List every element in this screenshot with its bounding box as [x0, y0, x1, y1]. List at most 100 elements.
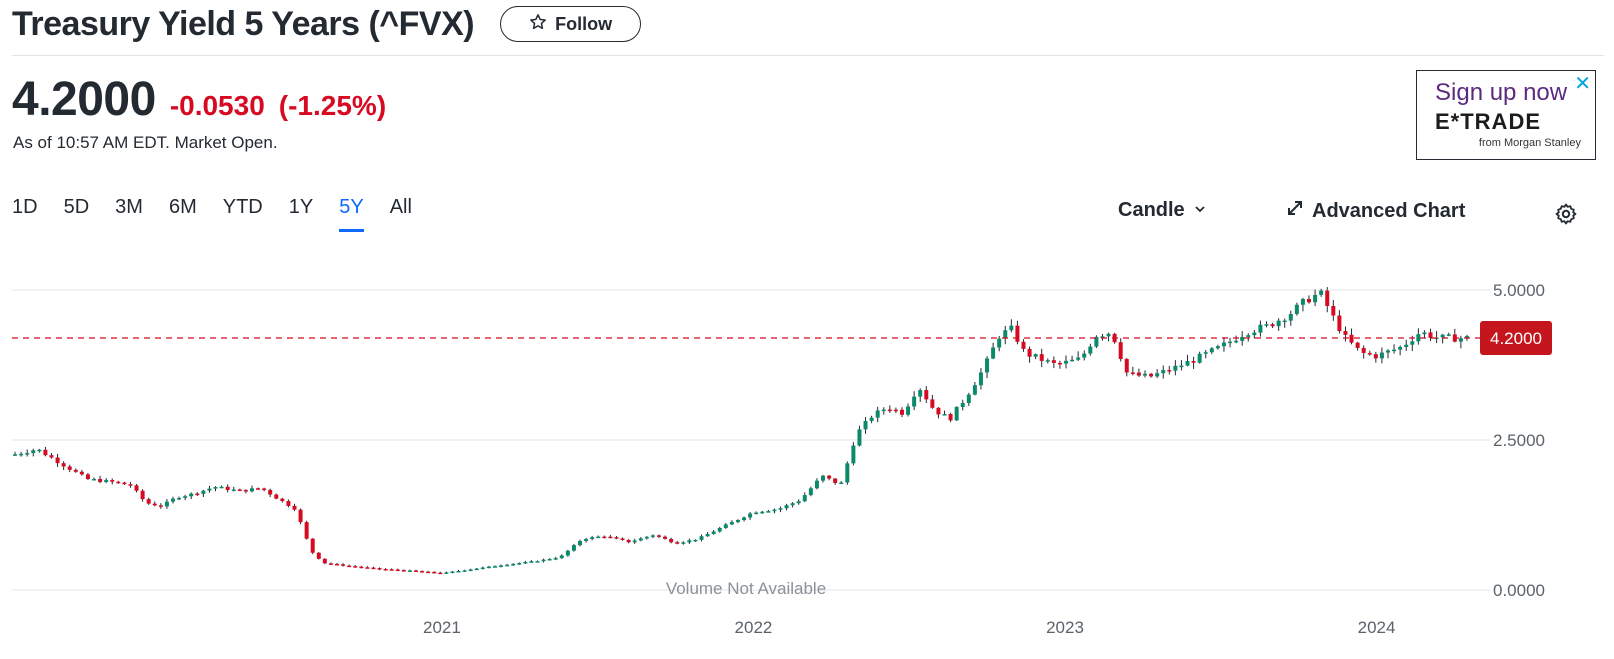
candle-body [1221, 342, 1226, 347]
candle-body [535, 561, 540, 563]
candle-body [456, 571, 461, 573]
candle-body [134, 485, 139, 491]
candle-body [1203, 352, 1208, 354]
candle-body [1349, 334, 1354, 343]
candle-body [742, 517, 747, 521]
volume-note: Volume Not Available [666, 579, 826, 598]
candle-body [492, 566, 497, 568]
star-icon [529, 13, 547, 36]
current-price-label: 4.2000 [1490, 329, 1542, 348]
candle-body [1082, 353, 1087, 358]
candle-body [407, 570, 412, 572]
candle-body [499, 565, 504, 568]
candle-body [906, 406, 911, 415]
candle-body [839, 482, 844, 484]
candle-body [444, 572, 449, 574]
candle-body [869, 417, 874, 421]
etrade-logo: E*TRADE [1435, 109, 1542, 134]
candle-body [614, 537, 619, 539]
candle-body [1136, 372, 1141, 376]
candle-body [748, 513, 753, 518]
candle-body [67, 466, 72, 470]
header: Treasury Yield 5 Years (^FVX) Follow [12, 0, 642, 48]
range-tab-5y[interactable]: 5Y [339, 196, 365, 232]
candle-body [1319, 290, 1324, 295]
candle-body [638, 538, 643, 541]
candle-body [596, 536, 601, 539]
candle-body [1209, 348, 1214, 353]
candle-body [1246, 335, 1251, 337]
candle-body [474, 568, 479, 571]
quote-summary: 4.2000 -0.0530 (-1.25%) [12, 72, 386, 127]
candle-body [207, 488, 212, 491]
candle-body [565, 550, 570, 556]
advanced-chart-label: Advanced Chart [1312, 199, 1466, 222]
range-tab-5d[interactable]: 5D [63, 196, 90, 218]
candle-body [1064, 360, 1069, 364]
candle-body [92, 478, 97, 481]
y-tick-label: 0.0000 [1493, 581, 1545, 600]
candle-body [462, 570, 467, 572]
candle-body [347, 565, 352, 568]
candle-body [1185, 361, 1190, 366]
candle-body [219, 486, 224, 489]
candle-body [177, 497, 182, 500]
candle-body [517, 563, 522, 565]
gear-icon[interactable] [1554, 202, 1578, 226]
candle-body [1027, 348, 1032, 357]
candle-body [1337, 315, 1342, 332]
candle-body [316, 552, 321, 559]
x-tick-label: 2021 [423, 618, 461, 637]
candle-body [881, 409, 886, 412]
candle-body [729, 522, 734, 525]
last-price: 4.2000 [12, 73, 156, 126]
candle-body [43, 449, 48, 456]
range-tab-all[interactable]: All [389, 196, 412, 218]
range-tab-ytd[interactable]: YTD [222, 196, 263, 218]
candle-body [875, 410, 880, 418]
current-price-tag [1480, 321, 1552, 355]
yield-chart[interactable]: 5.0000 2.5000 0.0000 2021 2022 2023 2024 4.2000… [0, 250, 1614, 659]
range-tab-3m[interactable]: 3M [115, 196, 143, 218]
close-icon[interactable]: ✕ [1574, 73, 1591, 95]
follow-button[interactable]: Follow [500, 6, 642, 42]
etrade-ad[interactable]: Sign up now E*TRADE from Morgan Stanley … [1416, 70, 1596, 160]
candle-body [505, 564, 510, 567]
range-tab-6m[interactable]: 6M [168, 196, 197, 218]
candle-body [1422, 332, 1427, 335]
candle-body [256, 488, 261, 490]
candle-body [183, 496, 188, 498]
candle-body [723, 524, 728, 528]
candle-body [1057, 362, 1062, 365]
candle-body [960, 403, 965, 407]
candle-body [1355, 342, 1360, 348]
candle-body [1288, 314, 1293, 321]
candle-body [778, 508, 783, 510]
candle-body [195, 493, 200, 496]
candle-body [225, 486, 230, 491]
range-tab-1d[interactable]: 1D [12, 196, 38, 218]
candle-body [365, 567, 370, 569]
candle-body [1215, 346, 1220, 349]
advanced-chart-button[interactable]: Advanced Chart [1286, 199, 1465, 223]
candle-body [1440, 334, 1445, 338]
y-tick-label: 2.5000 [1493, 431, 1545, 450]
x-tick-label: 2024 [1358, 618, 1396, 637]
chart-type-dropdown[interactable]: Candle [1118, 199, 1207, 222]
candle-body [1039, 354, 1044, 361]
candle-body [632, 540, 637, 543]
range-tab-1y[interactable]: 1Y [288, 196, 314, 218]
candle-body [1428, 332, 1433, 338]
candle-body [413, 570, 418, 572]
candle-body [322, 558, 327, 564]
candle-body [1258, 324, 1263, 333]
candle-body [1446, 334, 1451, 336]
candle-body [735, 520, 740, 523]
candle-body [73, 469, 78, 472]
candle-body [924, 390, 929, 400]
candle-body [851, 445, 856, 464]
candle-body [547, 559, 552, 561]
candle-body [1313, 294, 1318, 303]
candle-body [808, 488, 813, 496]
candle-body [49, 455, 54, 458]
